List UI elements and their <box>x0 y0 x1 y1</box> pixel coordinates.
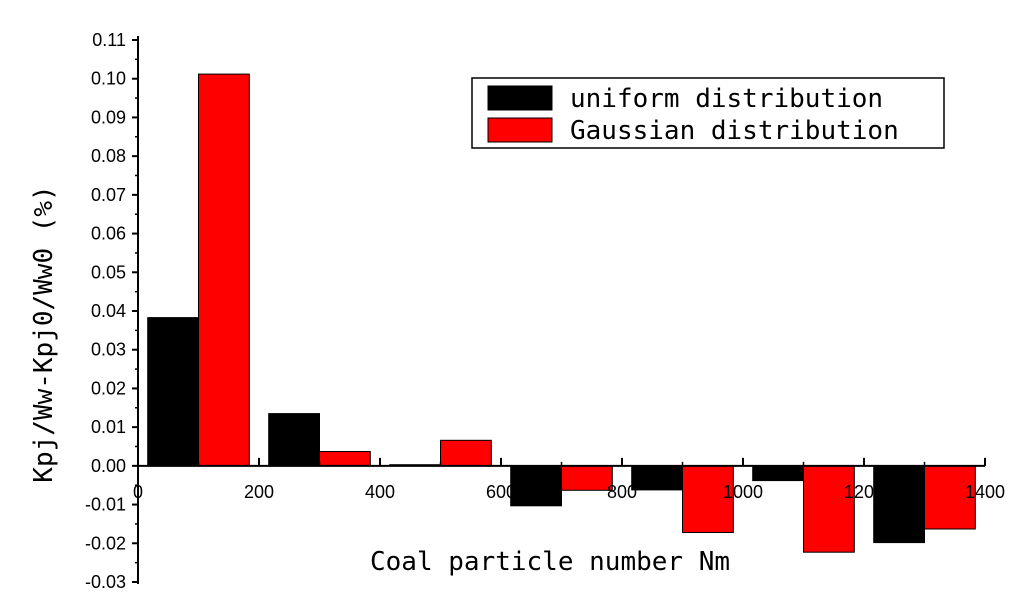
bar-gaussian-300 <box>319 451 371 467</box>
legend-swatch-uniform <box>487 85 553 111</box>
y-tick-label: -0.01 <box>85 495 126 515</box>
y-tick-label: 0.04 <box>91 301 126 321</box>
y-axis-title: Kpj/Ww-Kpj0/Ww0 (%) <box>29 185 59 482</box>
x-tick-label: 400 <box>365 482 395 502</box>
bar-uniform-300 <box>268 413 321 467</box>
x-tick-label: 0 <box>133 482 143 502</box>
bar-gaussian-100 <box>198 73 250 467</box>
x-tick-label: 1000 <box>723 482 763 502</box>
y-tick-label: 0.03 <box>91 340 126 360</box>
bar-uniform-900 <box>631 465 684 491</box>
y-tick-label: 0.10 <box>91 69 126 89</box>
y-tick-label: 0.05 <box>91 262 126 282</box>
y-tick-label: 0.01 <box>91 417 126 437</box>
legend-swatch-gaussian <box>487 117 553 143</box>
legend-label-gaussian: Gaussian distribution <box>570 116 899 146</box>
legend-label-uniform: uniform distribution <box>570 84 883 114</box>
x-tick-label: 800 <box>607 482 637 502</box>
y-tick-label: 0.08 <box>91 146 126 166</box>
y-tick-label: 0.02 <box>91 378 126 398</box>
y-tick-label: -0.02 <box>85 533 126 553</box>
bar-gaussian-1300 <box>924 465 976 530</box>
x-tick-label: 600 <box>486 482 516 502</box>
y-tick-label: 0.00 <box>91 456 126 476</box>
x-axis-title: Coal particle number Nm <box>370 547 730 577</box>
bar-uniform-100 <box>147 317 199 467</box>
y-tick-label: 0.09 <box>91 107 126 127</box>
x-tick-label: 1400 <box>965 482 1005 502</box>
bar-gaussian-500 <box>440 439 492 467</box>
y-tick-label: -0.03 <box>85 572 126 592</box>
y-tick-label: 0.06 <box>91 224 126 244</box>
y-tick-label: 0.07 <box>91 185 126 205</box>
axes-group: 0.11 0.10 0.09 0.08 0.07 0.06 0.05 0.04 0.03 0.02… <box>85 30 1005 592</box>
legend: uniform distribution Gaussian distributi… <box>471 77 945 149</box>
bar-gaussian-1100 <box>803 465 855 553</box>
bar-gaussian-700 <box>561 465 613 491</box>
y-tick-label: 0.11 <box>92 30 126 50</box>
bars-group <box>147 73 976 553</box>
bar-uniform-1300 <box>873 465 926 544</box>
bar-uniform-700 <box>510 465 563 507</box>
x-tick-label: 200 <box>244 482 274 502</box>
x-tick-label: 1200 <box>844 482 884 502</box>
bar-uniform-1100 <box>752 465 805 482</box>
